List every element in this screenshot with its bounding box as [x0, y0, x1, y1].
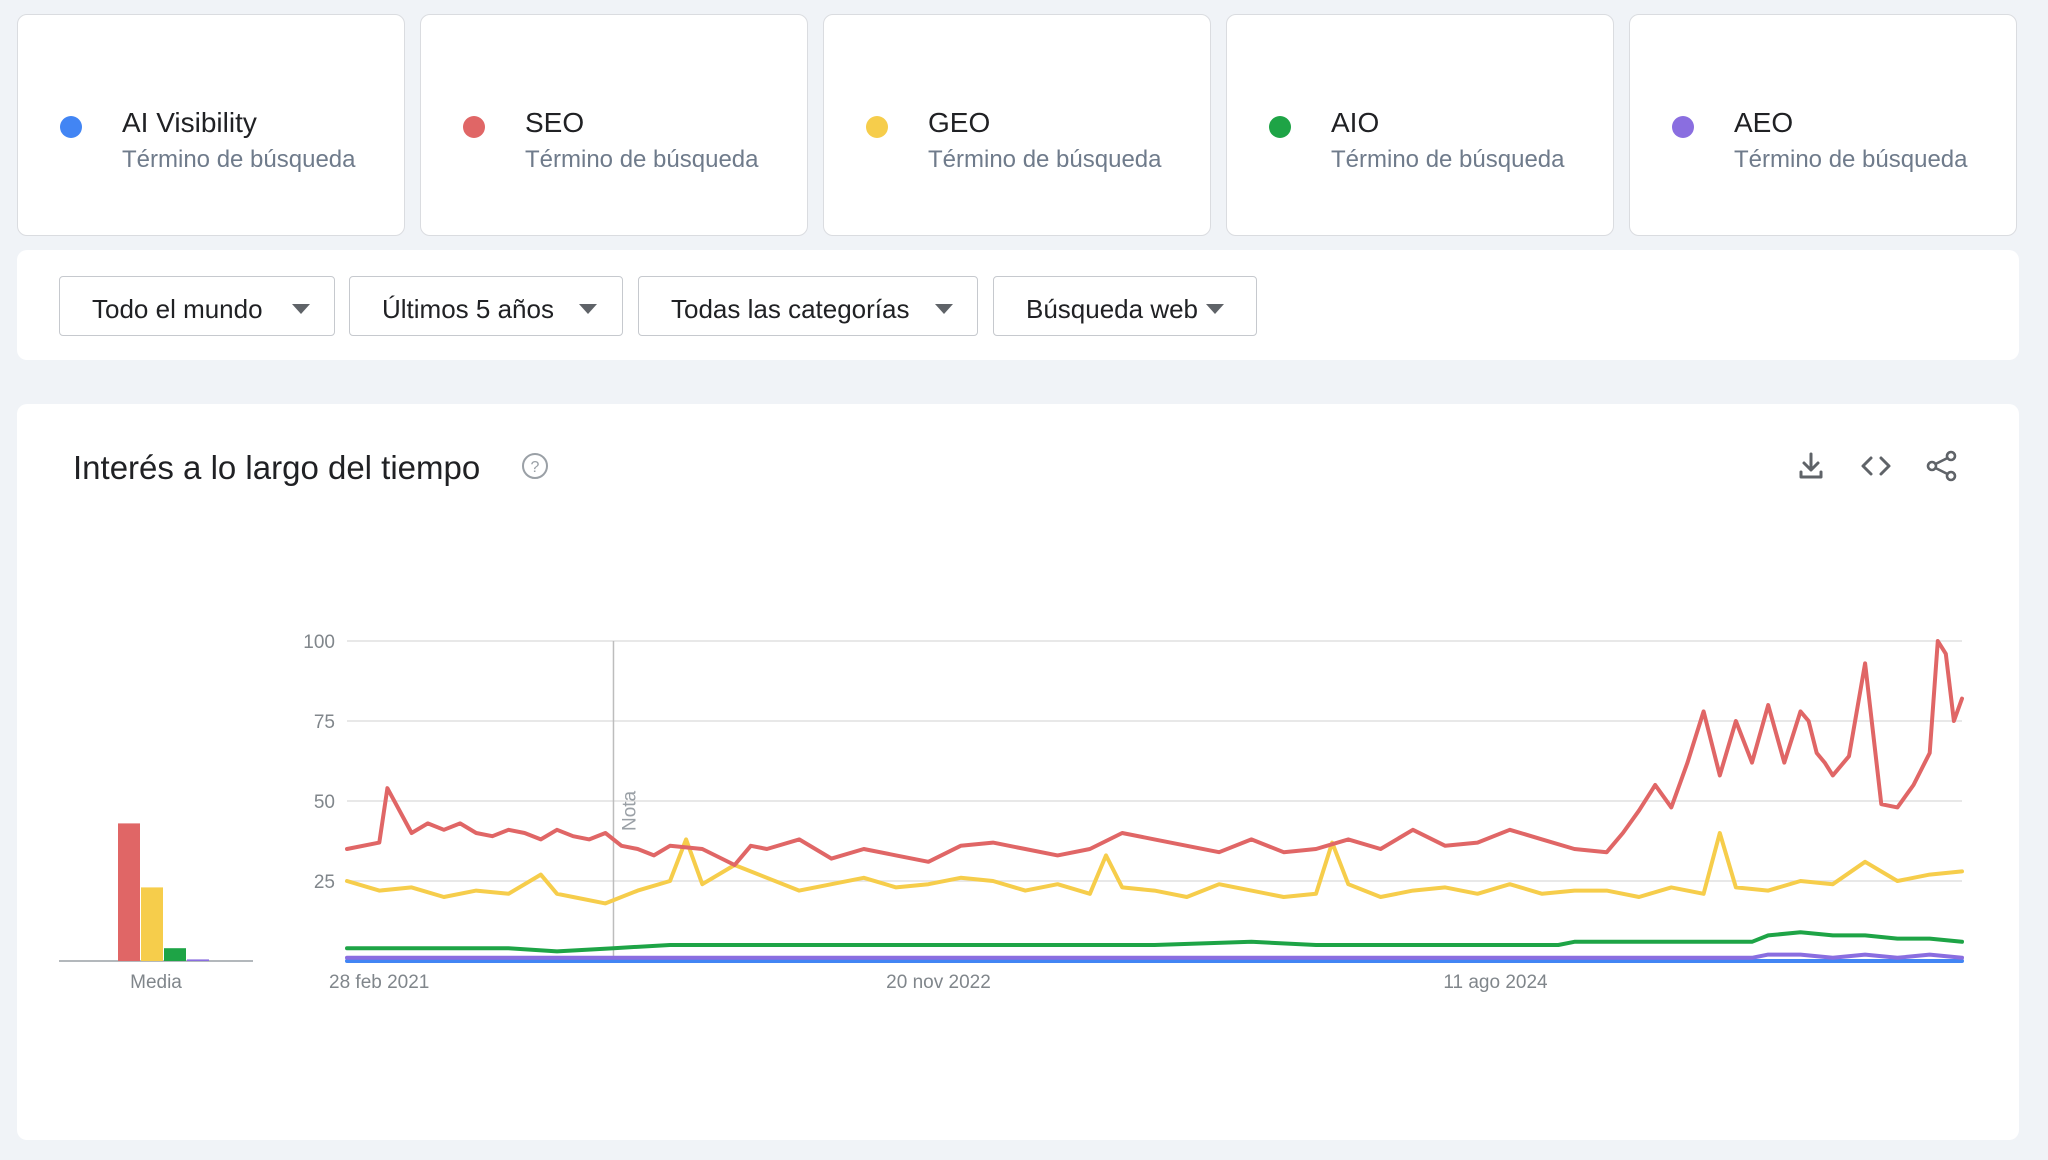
term-name: AI Visibility — [122, 107, 257, 138]
average-bar-geo — [141, 887, 163, 961]
term-name: AIO — [1331, 107, 1380, 138]
term-name: AEO — [1734, 107, 1794, 138]
term-color-dot — [866, 116, 888, 138]
interest-chart: 25 50 75 100 Nota 28 feb 2021 20 nov 2022 11 ag… — [59, 632, 1964, 993]
term-type: Término de búsqueda — [928, 146, 1162, 173]
term-color-dot — [1672, 116, 1694, 138]
average-bar-aeo — [187, 959, 209, 961]
series-line-geo — [345, 831, 1964, 906]
term-card-aeo[interactable]: AEO Término de búsqueda — [1629, 14, 2017, 236]
term-name: GEO — [928, 107, 991, 138]
caret-down-icon — [935, 304, 953, 314]
series-line-aeo — [345, 952, 1964, 960]
term-card-ai-visibility[interactable]: AI Visibility Término de búsqueda — [17, 14, 405, 236]
term-card-seo[interactable]: SEO Término de búsqueda — [420, 14, 808, 236]
svg-text:?: ? — [531, 459, 540, 476]
filter-bar: Todo el mundo Últimos 5 años Todas las c… — [17, 250, 2019, 360]
y-tick-label: 25 — [314, 872, 335, 893]
caret-down-icon — [579, 304, 597, 314]
average-label: Media — [130, 972, 182, 993]
term-color-dot — [1269, 116, 1291, 138]
term-card-geo[interactable]: GEO Término de búsqueda — [823, 14, 1211, 236]
embed-code-icon[interactable] — [1858, 448, 1894, 484]
average-bar-seo — [118, 823, 140, 961]
term-name: SEO — [525, 107, 585, 138]
category-label: Todas las categorías — [671, 294, 910, 324]
y-tick-label: 75 — [314, 712, 335, 733]
average-bar-aio — [164, 948, 186, 961]
x-tick-label: 11 ago 2024 — [1443, 972, 1548, 993]
caret-down-icon — [292, 304, 310, 314]
term-type: Término de búsqueda — [1734, 146, 1968, 173]
term-type: Término de búsqueda — [525, 146, 759, 173]
series-line-aio — [345, 930, 1964, 954]
annotation-label: Nota — [619, 790, 640, 831]
period-dropdown[interactable]: Últimos 5 años — [349, 276, 623, 336]
y-tick-label: 100 — [303, 632, 335, 653]
series-line-seo — [345, 639, 1964, 867]
x-tick-label: 28 feb 2021 — [329, 972, 429, 993]
y-tick-label: 50 — [314, 792, 335, 813]
region-dropdown[interactable]: Todo el mundo — [59, 276, 335, 336]
period-label: Últimos 5 años — [382, 294, 554, 324]
caret-down-icon — [1206, 304, 1224, 314]
search-terms-row: AI Visibility Término de búsqueda SEO Té… — [17, 14, 2019, 236]
interest-over-time-panel: Interés a lo largo del tiempo ? 25 50 75 10… — [17, 404, 2019, 1140]
download-icon[interactable] — [1793, 448, 1829, 484]
search-type-dropdown[interactable]: Búsqueda web — [993, 276, 1257, 336]
region-label: Todo el mundo — [92, 294, 263, 324]
term-color-dot — [60, 116, 82, 138]
share-icon[interactable] — [1924, 448, 1960, 484]
help-icon[interactable]: ? — [521, 452, 549, 480]
term-type: Término de búsqueda — [122, 146, 356, 173]
term-color-dot — [463, 116, 485, 138]
x-tick-label: 20 nov 2022 — [886, 972, 991, 993]
panel-title: Interés a lo largo del tiempo — [73, 449, 481, 486]
search-type-label: Búsqueda web — [1026, 294, 1199, 324]
term-card-aio[interactable]: AIO Término de búsqueda — [1226, 14, 1614, 236]
category-dropdown[interactable]: Todas las categorías — [638, 276, 978, 336]
term-type: Término de búsqueda — [1331, 146, 1565, 173]
